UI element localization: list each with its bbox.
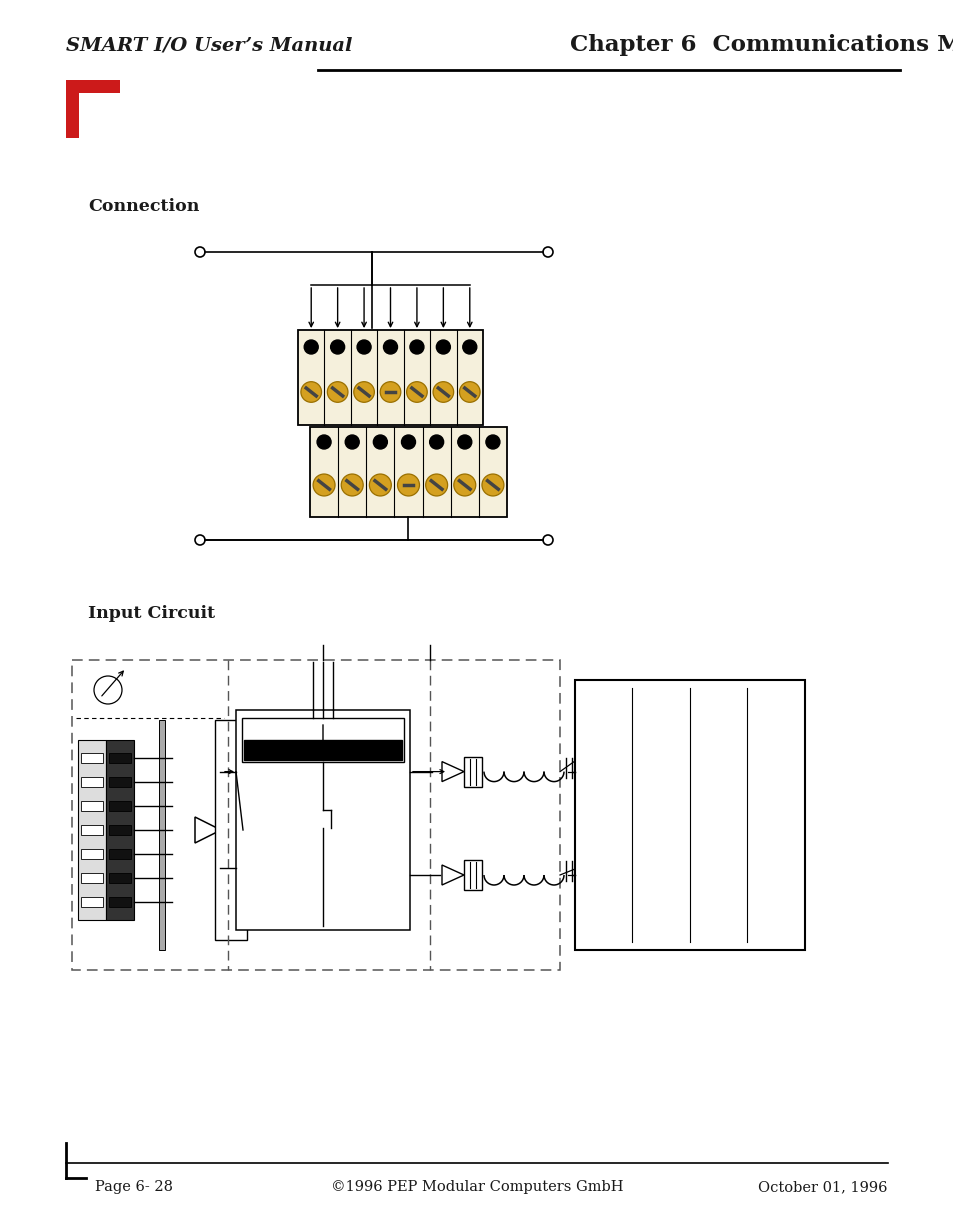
Bar — [66, 80, 120, 92]
Bar — [463, 860, 481, 890]
Bar — [221, 823, 243, 837]
Bar — [109, 873, 131, 883]
Bar — [81, 824, 103, 835]
Bar — [109, 849, 131, 858]
Bar — [235, 710, 410, 930]
Bar — [71, 660, 559, 970]
Bar — [81, 753, 103, 762]
Bar — [81, 849, 103, 858]
Bar — [109, 801, 131, 811]
Circle shape — [410, 340, 423, 354]
Circle shape — [356, 340, 371, 354]
Text: SMART I/O User’s Manual: SMART I/O User’s Manual — [66, 36, 352, 54]
Circle shape — [369, 474, 391, 496]
Circle shape — [485, 435, 499, 449]
Circle shape — [462, 340, 476, 354]
Polygon shape — [194, 817, 221, 843]
Bar — [159, 720, 165, 950]
Circle shape — [354, 382, 374, 402]
Circle shape — [304, 340, 318, 354]
Bar — [109, 824, 131, 835]
Circle shape — [457, 435, 472, 449]
Text: October 01, 1996: October 01, 1996 — [758, 1180, 887, 1194]
Bar — [81, 873, 103, 883]
Bar — [81, 777, 103, 787]
Circle shape — [406, 382, 427, 402]
Text: Input Circuit: Input Circuit — [88, 606, 214, 623]
Circle shape — [327, 382, 348, 402]
Bar — [297, 330, 482, 426]
Bar — [106, 741, 133, 921]
Circle shape — [380, 382, 400, 402]
Circle shape — [481, 474, 503, 496]
Circle shape — [436, 340, 450, 354]
Polygon shape — [441, 761, 463, 782]
Bar — [575, 680, 804, 950]
Circle shape — [373, 435, 387, 449]
Circle shape — [459, 382, 479, 402]
Bar — [109, 753, 131, 762]
Bar — [242, 717, 403, 762]
Circle shape — [429, 435, 443, 449]
Polygon shape — [441, 865, 463, 885]
Bar — [214, 720, 247, 940]
Circle shape — [425, 474, 447, 496]
Circle shape — [433, 382, 454, 402]
Text: Chapter 6  Communications Modules: Chapter 6 Communications Modules — [569, 34, 953, 56]
Circle shape — [331, 340, 344, 354]
Bar — [310, 427, 506, 517]
Bar — [109, 777, 131, 787]
Bar — [81, 801, 103, 811]
Circle shape — [454, 474, 476, 496]
Circle shape — [313, 474, 335, 496]
Bar — [463, 756, 481, 787]
Bar — [78, 741, 106, 921]
Bar — [66, 80, 79, 137]
Circle shape — [345, 435, 359, 449]
Circle shape — [316, 435, 331, 449]
Circle shape — [401, 435, 416, 449]
Bar — [81, 897, 103, 907]
Circle shape — [397, 474, 419, 496]
Bar — [244, 741, 401, 760]
Bar — [109, 897, 131, 907]
Circle shape — [300, 382, 321, 402]
Circle shape — [383, 340, 397, 354]
Text: Connection: Connection — [88, 198, 199, 215]
Text: ©1996 PEP Modular Computers GmbH: ©1996 PEP Modular Computers GmbH — [331, 1180, 622, 1194]
Circle shape — [341, 474, 363, 496]
Text: Page 6- 28: Page 6- 28 — [95, 1180, 172, 1194]
